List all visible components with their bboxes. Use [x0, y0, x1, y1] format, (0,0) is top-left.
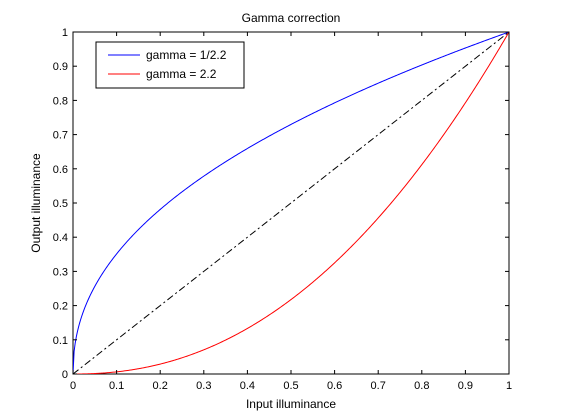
x-tick-label: 0.9 [458, 380, 473, 392]
legend-entry: gamma = 2.2 [146, 67, 217, 81]
y-tick-label: 0.1 [53, 335, 68, 347]
x-tick-label: 0.7 [371, 380, 386, 392]
x-tick-label: 0 [70, 380, 76, 392]
y-tick-label: 0.6 [53, 164, 68, 176]
x-tick-label: 1 [506, 380, 512, 392]
y-tick-label: 0.4 [53, 232, 68, 244]
ticks-layer: 0 0.1 0.2 0.3 0.4 0.5 0.6 0.7 0.8 0.9 1 0 0.1 0.2 0.3 0… [53, 27, 512, 392]
legend-entry: gamma = 1/2.2 [146, 48, 227, 62]
y-tick-label: 0 [62, 369, 68, 381]
y-tick-label: 0.3 [53, 266, 68, 278]
x-axis-label: Input illuminance [246, 397, 336, 411]
y-axis-label: Output illuminance [29, 153, 43, 253]
legend-box [95, 41, 245, 89]
series-line-0 [73, 32, 509, 374]
legend: gamma = 1/2.2 gamma = 2.2 [95, 41, 245, 89]
chart-title: Gamma correction [242, 11, 341, 25]
x-tick-label: 0.3 [196, 380, 211, 392]
series-line-1 [73, 32, 509, 374]
x-tick-label: 0.2 [153, 380, 168, 392]
y-tick-label: 1 [62, 27, 68, 39]
series-line-2 [73, 32, 509, 374]
y-tick-label: 0.8 [53, 95, 68, 107]
y-tick-label: 0.9 [53, 61, 68, 73]
y-tick-label: 0.7 [53, 130, 68, 142]
series-layer [73, 32, 509, 374]
x-tick-label: 0.8 [414, 380, 429, 392]
x-tick-label: 0.1 [109, 380, 124, 392]
x-tick-label: 0.5 [283, 380, 298, 392]
y-tick-label: 0.5 [53, 198, 68, 210]
x-tick-label: 0.6 [327, 380, 342, 392]
y-tick-label: 0.2 [53, 301, 68, 313]
x-tick-label: 0.4 [240, 380, 255, 392]
